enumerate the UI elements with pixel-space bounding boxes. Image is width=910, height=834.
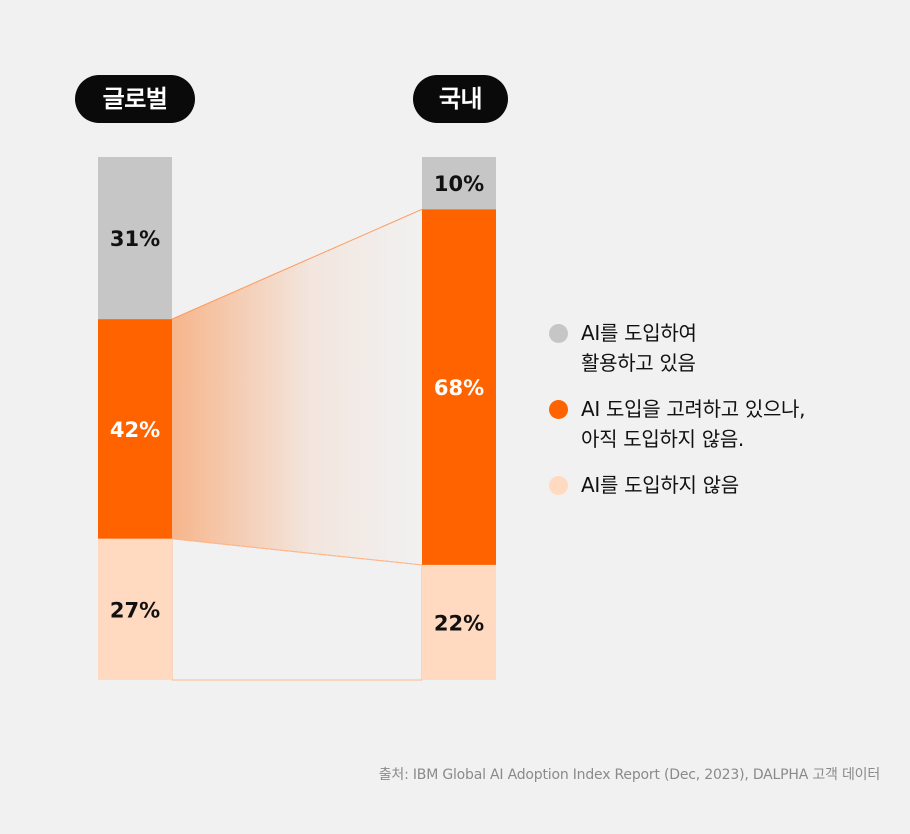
- legend-label-line: 활용하고 있음: [581, 351, 696, 375]
- legend-item-used: AI를 도입하여 활용하고 있음: [549, 318, 889, 378]
- legend: AI를 도입하여 활용하고 있음 AI 도입을 고려하고 있으나, 아직 도입하…: [549, 318, 889, 516]
- legend-label-line: AI를 도입하지 않음: [581, 473, 739, 497]
- bar-domestic-considering: [422, 209, 496, 565]
- legend-item-considering: AI 도입을 고려하고 있으나, 아직 도입하지 않음.: [549, 394, 889, 454]
- bar-segments: [98, 157, 496, 680]
- legend-dot-not-adopting: [549, 476, 568, 495]
- legend-label-line: AI를 도입하여: [581, 321, 697, 345]
- legend-label-line: 아직 도입하지 않음.: [581, 427, 744, 451]
- global-header-pill: 글로벌: [75, 75, 195, 123]
- flow-considering: [172, 209, 422, 565]
- bar-domestic-not-adopting: [422, 564, 496, 680]
- legend-dot-used: [549, 324, 568, 343]
- data-label-domestic-not-adopting: 22%: [434, 611, 484, 635]
- flow-considering-top-edge: [171, 208, 423, 320]
- flow-connectors: [171, 208, 423, 681]
- legend-dot-considering: [549, 400, 568, 419]
- data-label-global-used: 31%: [110, 227, 160, 251]
- bar-global-used: [98, 157, 172, 320]
- source-note: 출처: IBM Global AI Adoption Index Report …: [378, 767, 880, 783]
- segment-labels: 31% 42% 27% 10% 68% 22%: [110, 172, 484, 635]
- legend-label-line: AI 도입을 고려하고 있으나,: [581, 397, 806, 421]
- data-label-global-considering: 42%: [110, 418, 160, 442]
- bar-global-not-adopting: [98, 538, 172, 680]
- data-label-domestic-used: 10%: [434, 172, 484, 196]
- domestic-header-pill: 국내: [413, 75, 508, 123]
- bar-global-considering: [98, 319, 172, 539]
- legend-item-not-adopting: AI를 도입하지 않음: [549, 470, 889, 500]
- data-label-domestic-considering: 68%: [434, 376, 484, 400]
- bar-domestic-used: [422, 157, 496, 210]
- data-label-global-not-adopting: 27%: [110, 598, 160, 622]
